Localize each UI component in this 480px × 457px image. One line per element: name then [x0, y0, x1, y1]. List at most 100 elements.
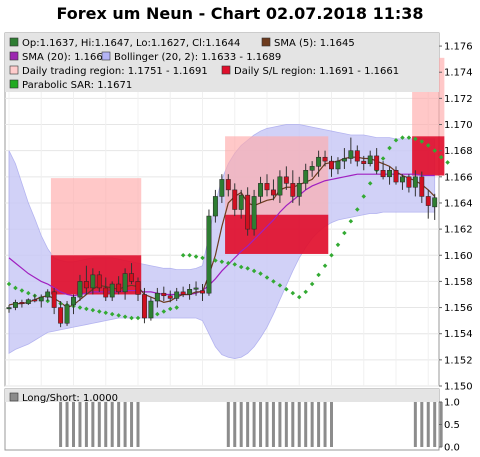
sar-point: [129, 315, 134, 321]
candle-body: [96, 274, 102, 289]
longshort-axis: 1.0 0.5 0.0: [439, 398, 460, 454]
sar-point: [264, 275, 270, 280]
sar-point: [406, 135, 412, 140]
ls-bar: [284, 402, 288, 447]
y-tick-label: 1.174: [444, 68, 473, 79]
sar-point: [271, 279, 276, 284]
candle-body: [387, 170, 393, 178]
y-tick-label: 1.162: [444, 225, 473, 236]
y-tick-label: 1.176: [444, 42, 473, 53]
candle-body: [71, 296, 76, 306]
sar-point: [97, 309, 102, 314]
sar-point: [251, 268, 257, 274]
ls-bar: [252, 402, 256, 447]
candle-body: [232, 189, 238, 210]
candle-body: [432, 197, 438, 208]
price-axis: 1.176 1.174 1.172 1.170 1.168 1.166 1.164 1.162…: [439, 42, 473, 393]
sar-point: [258, 271, 263, 276]
y-tick-label: 1.150: [444, 382, 473, 393]
ls-bar: [65, 402, 69, 447]
ls-bar: [84, 402, 88, 447]
candle-body: [206, 215, 212, 294]
candle-body: [400, 176, 405, 183]
sar-point: [277, 283, 283, 288]
ls-bar: [265, 402, 269, 447]
ls-bar: [297, 402, 301, 447]
ls-bar: [117, 402, 121, 447]
ls-y-tick-label: 0.0: [444, 443, 460, 454]
candle-body: [238, 194, 244, 210]
candle-body: [419, 176, 425, 197]
candle-body: [154, 292, 160, 302]
y-tick-label: 1.158: [444, 277, 473, 288]
y-tick-label: 1.154: [444, 329, 473, 340]
ls-bar: [97, 402, 101, 447]
sar-point: [296, 294, 302, 300]
candle-body: [264, 183, 270, 191]
sar-point: [290, 290, 296, 296]
candle-body: [412, 176, 418, 188]
legend-label: Daily trading region: 1.1751 - 1.1691: [22, 66, 208, 77]
legend: Op:1.1637, Hi:1.1647, Lo:1.1627, Cl:1.16…: [9, 37, 399, 91]
sar-point: [122, 314, 128, 319]
candle-body: [180, 291, 186, 295]
candle-body: [296, 183, 302, 197]
ls-bar: [317, 402, 321, 447]
candle-body: [380, 170, 386, 178]
candle-body: [245, 194, 251, 230]
sar-point: [167, 306, 173, 312]
candle-body: [38, 296, 44, 302]
candle-body: [277, 176, 283, 196]
candle-body: [13, 302, 18, 308]
candle-body: [271, 189, 276, 196]
ls-bar: [426, 402, 430, 447]
longshort-legend-box: [5, 389, 439, 402]
sl-region: [225, 214, 329, 254]
legend-label: SMA (20): 1.1661: [22, 52, 109, 63]
candle-body: [251, 196, 257, 230]
candle-body: [406, 176, 412, 188]
sar-point: [226, 260, 231, 266]
legend-swatch: [9, 79, 19, 89]
sar-point: [161, 309, 167, 314]
candle-body: [109, 283, 115, 298]
ls-bar: [278, 402, 282, 447]
chart-title: Forex um Neun - Chart 02.07.2018 11:38: [56, 4, 423, 23]
candle-body: [374, 155, 380, 171]
candle-body: [58, 307, 64, 324]
ls-bar: [259, 402, 263, 447]
ls-bar: [310, 402, 314, 447]
candle-body: [122, 273, 128, 293]
candle-body: [348, 150, 354, 159]
sar-point: [135, 315, 141, 321]
ls-bar: [136, 402, 140, 447]
candle-body: [258, 183, 264, 197]
ls-bar: [130, 402, 134, 447]
legend-swatch: [9, 65, 19, 75]
sar-point: [380, 156, 386, 161]
y-tick-label: 1.166: [444, 172, 473, 183]
candle-body: [309, 166, 315, 171]
candle-body: [161, 292, 167, 297]
sar-point: [193, 254, 199, 259]
y-tick-label: 1.164: [444, 198, 473, 209]
sar-point: [316, 272, 321, 278]
candle-body: [45, 291, 51, 298]
y-tick-label: 1.170: [444, 120, 473, 131]
ls-bar: [226, 402, 230, 447]
candle-body: [193, 287, 199, 290]
ls-bar: [72, 402, 75, 447]
candle-body: [367, 155, 373, 164]
longshort-bars: [59, 402, 443, 447]
ls-legend-swatch: [9, 392, 19, 402]
candle-body: [316, 156, 322, 167]
candle-body: [329, 160, 334, 170]
candle-body: [303, 170, 309, 184]
candles: [6, 137, 438, 328]
ls-bar: [104, 402, 108, 447]
candle-body: [225, 179, 231, 191]
ls-bar: [110, 402, 114, 447]
candle-body: [64, 304, 70, 324]
candle-body: [77, 281, 83, 298]
